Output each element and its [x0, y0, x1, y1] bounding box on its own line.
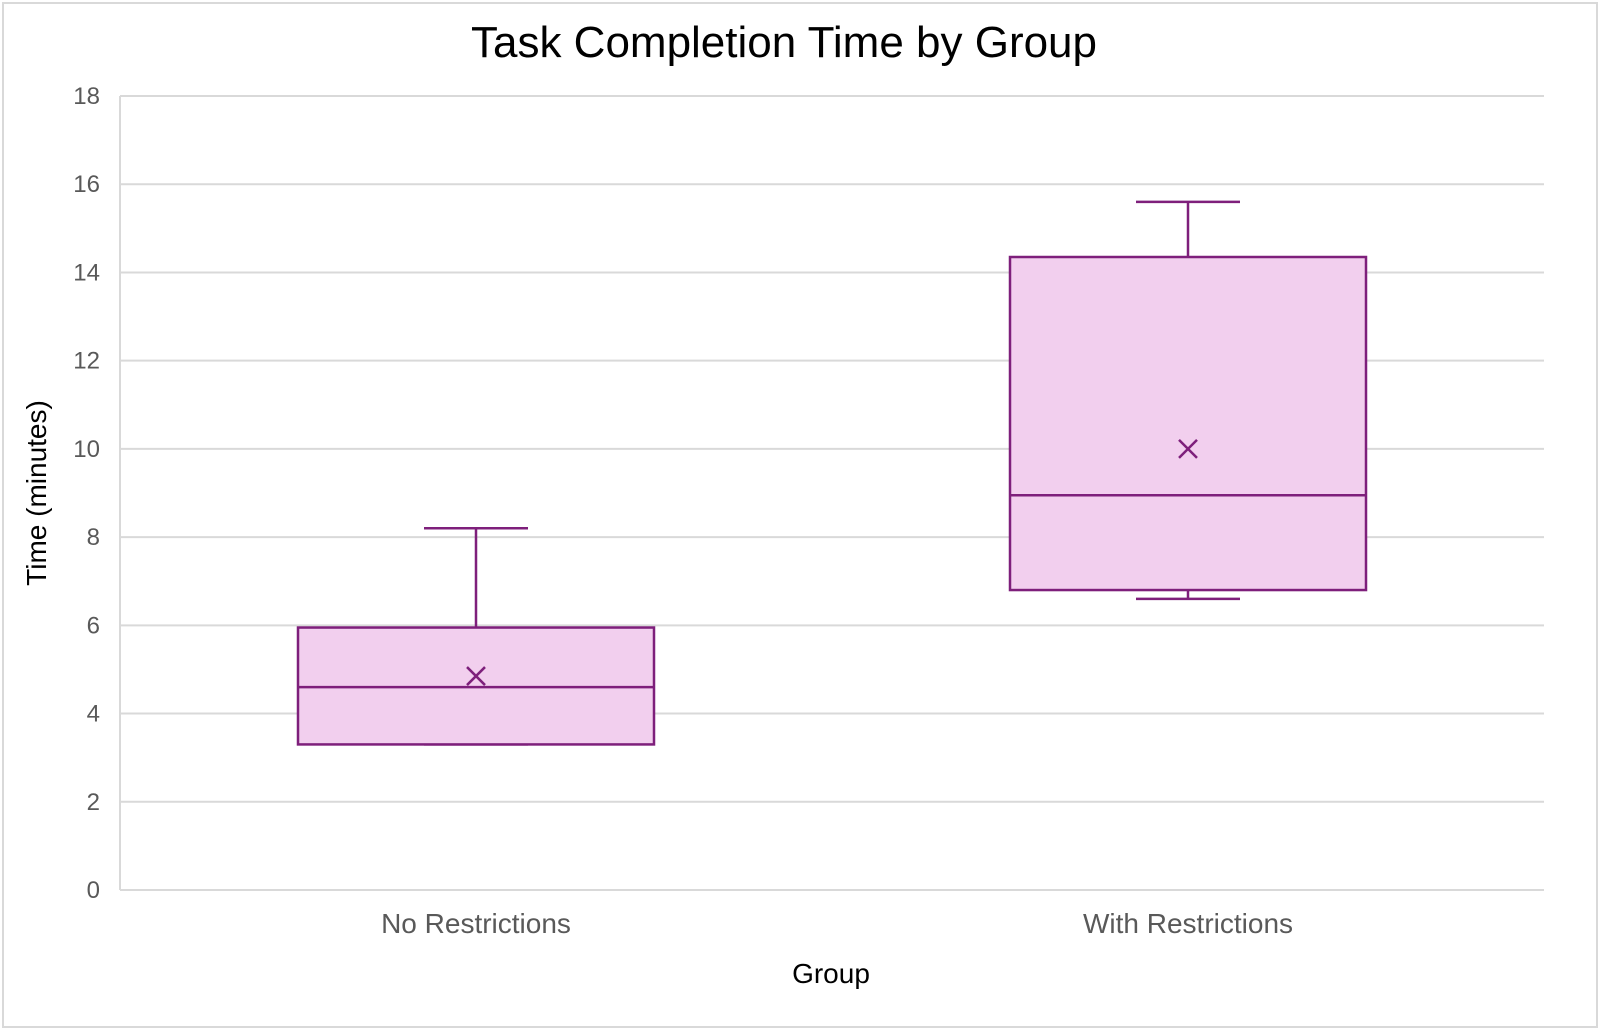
y-tick-label: 2: [87, 789, 100, 816]
y-tick-label: 10: [73, 436, 100, 463]
mean-marker: [466, 666, 486, 686]
box-series: [296, 200, 1368, 746]
mean-marker: [1178, 439, 1198, 459]
y-tick-label: 14: [73, 259, 100, 286]
y-tick-label: 8: [87, 524, 100, 551]
y-tick-label: 16: [73, 171, 100, 198]
x-axis-categories: No Restrictions With Restrictions: [381, 908, 1293, 939]
box-group: [1008, 200, 1368, 601]
y-tick-label: 18: [73, 83, 100, 110]
x-category-label: With Restrictions: [1083, 908, 1293, 939]
box-group: [296, 527, 656, 746]
y-tick-label: 4: [87, 701, 100, 728]
x-axis-title: Group: [792, 958, 870, 989]
y-tick-label: 12: [73, 348, 100, 375]
y-axis-title: Time (minutes): [21, 400, 52, 586]
y-tick-label: 6: [87, 612, 100, 639]
y-axis-ticks: 0 2 4 6 8 10 12 14 16 18: [73, 83, 100, 904]
chart-title: Task Completion Time by Group: [471, 18, 1097, 67]
x-category-label: No Restrictions: [381, 908, 571, 939]
box-iqr: [1008, 255, 1368, 592]
y-tick-label: 0: [87, 877, 100, 904]
box-plot-chart: Task Completion Time by Group 0 2 4 6 8 10 12 1…: [21, 18, 1544, 989]
